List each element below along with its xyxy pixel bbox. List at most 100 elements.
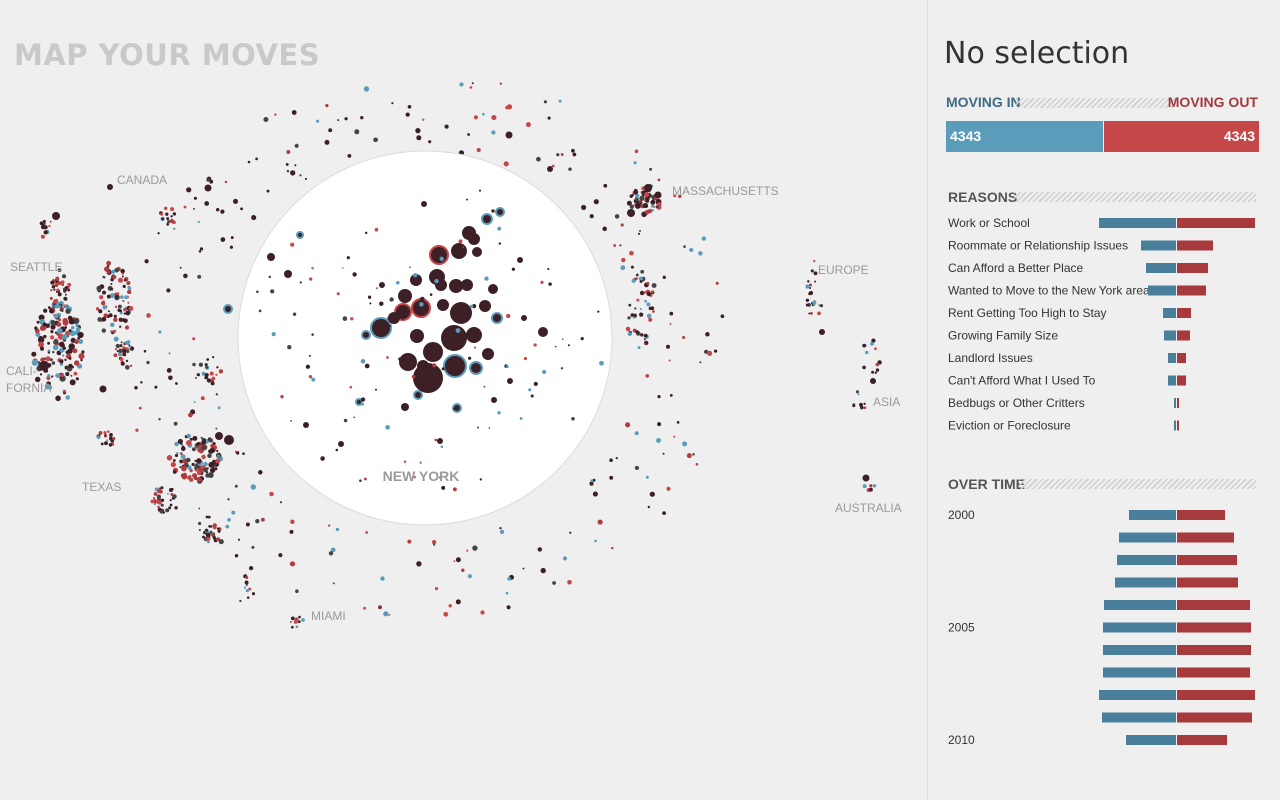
move-dot[interactable] bbox=[113, 317, 118, 322]
move-dot[interactable] bbox=[187, 465, 192, 470]
move-dot[interactable] bbox=[634, 197, 639, 202]
move-dot[interactable] bbox=[176, 451, 179, 455]
move-dot[interactable] bbox=[363, 477, 367, 481]
move-dot[interactable] bbox=[243, 586, 247, 589]
year-bar-in[interactable] bbox=[1104, 600, 1176, 610]
move-dot[interactable] bbox=[522, 567, 525, 570]
move-dot[interactable] bbox=[810, 269, 814, 273]
move-dot[interactable] bbox=[170, 493, 174, 496]
move-dot[interactable] bbox=[96, 286, 102, 292]
move-dot[interactable] bbox=[857, 393, 860, 396]
move-dot[interactable] bbox=[868, 487, 873, 492]
move-dot[interactable] bbox=[294, 164, 297, 167]
move-dot[interactable] bbox=[55, 276, 60, 281]
move-dot[interactable] bbox=[458, 239, 463, 244]
move-dot[interactable] bbox=[871, 370, 875, 374]
move-dot[interactable] bbox=[650, 199, 656, 205]
move-dot[interactable] bbox=[174, 506, 178, 510]
region-label-california-2[interactable]: FORNIA bbox=[6, 381, 51, 395]
move-dot[interactable] bbox=[174, 441, 179, 447]
move-dot[interactable] bbox=[279, 501, 283, 504]
move-dot[interactable] bbox=[701, 236, 706, 241]
move-dot[interactable] bbox=[127, 301, 130, 304]
move-dot[interactable] bbox=[676, 421, 680, 424]
move-dot[interactable] bbox=[191, 447, 196, 452]
move-dot[interactable] bbox=[196, 476, 202, 482]
move-dot[interactable] bbox=[267, 253, 275, 261]
move-dot[interactable] bbox=[224, 435, 234, 445]
move-dot[interactable] bbox=[637, 346, 641, 350]
move-dot[interactable] bbox=[350, 317, 354, 321]
move-dot[interactable] bbox=[467, 133, 471, 136]
move-dot[interactable] bbox=[154, 385, 158, 389]
move-dot[interactable] bbox=[648, 306, 653, 311]
move-dot[interactable] bbox=[639, 290, 645, 296]
move-dot[interactable] bbox=[634, 465, 639, 470]
move-dot[interactable] bbox=[31, 359, 39, 366]
move-dot[interactable] bbox=[201, 445, 207, 451]
move-dot[interactable] bbox=[110, 322, 115, 328]
move-dot[interactable] bbox=[594, 539, 597, 543]
move-dot[interactable] bbox=[52, 344, 59, 351]
move-dot[interactable] bbox=[212, 442, 216, 446]
move-dot[interactable] bbox=[39, 221, 44, 226]
move-dot[interactable] bbox=[649, 167, 653, 171]
move-dot[interactable] bbox=[58, 318, 62, 322]
move-dot[interactable] bbox=[208, 461, 215, 468]
move-dot[interactable] bbox=[639, 200, 642, 203]
move-dot[interactable] bbox=[609, 475, 614, 480]
move-dot[interactable] bbox=[134, 386, 138, 390]
move-dot[interactable] bbox=[517, 257, 523, 263]
move-dot[interactable] bbox=[295, 625, 299, 628]
move-dot[interactable] bbox=[198, 362, 204, 367]
move-dot[interactable] bbox=[201, 454, 206, 460]
move-dot[interactable] bbox=[449, 279, 463, 293]
move-dot[interactable] bbox=[96, 435, 101, 440]
move-dot[interactable] bbox=[692, 453, 695, 456]
move-dot[interactable] bbox=[183, 273, 188, 279]
move-dot[interactable] bbox=[650, 194, 653, 198]
move-dot[interactable] bbox=[114, 305, 118, 309]
move-dot[interactable] bbox=[469, 86, 473, 89]
reason-bar-out[interactable] bbox=[1177, 218, 1255, 228]
region-label-california-1[interactable]: CALI- bbox=[6, 364, 37, 378]
move-dot[interactable] bbox=[869, 484, 873, 488]
move-dot[interactable] bbox=[359, 479, 362, 483]
move-dot[interactable] bbox=[157, 505, 160, 509]
move-dot[interactable] bbox=[215, 432, 223, 440]
reason-bar-in[interactable] bbox=[1174, 420, 1176, 431]
move-dot[interactable] bbox=[39, 325, 46, 331]
move-dot[interactable] bbox=[365, 531, 368, 534]
move-dot[interactable] bbox=[239, 599, 242, 603]
move-dot[interactable] bbox=[439, 476, 442, 479]
move-dot[interactable] bbox=[859, 402, 863, 407]
move-dot[interactable] bbox=[62, 317, 68, 324]
move-dot[interactable] bbox=[507, 378, 513, 384]
move-dot[interactable] bbox=[634, 149, 639, 154]
move-dot[interactable] bbox=[220, 237, 226, 242]
move-dot[interactable] bbox=[75, 327, 81, 332]
move-dot[interactable] bbox=[102, 290, 106, 295]
move-dot[interactable] bbox=[643, 338, 646, 341]
move-dot[interactable] bbox=[335, 527, 340, 532]
move-dot[interactable] bbox=[106, 260, 112, 266]
move-dot[interactable] bbox=[479, 300, 491, 312]
move-dot[interactable] bbox=[400, 315, 405, 320]
move-dot[interactable] bbox=[558, 99, 562, 103]
move-dot[interactable] bbox=[599, 360, 604, 366]
move-dot[interactable] bbox=[118, 304, 122, 308]
move-dot[interactable] bbox=[619, 244, 622, 247]
move-dot[interactable] bbox=[121, 318, 126, 322]
move-dot[interactable] bbox=[146, 313, 151, 318]
move-dot[interactable] bbox=[50, 324, 56, 330]
move-dot[interactable] bbox=[699, 361, 702, 364]
move-dot[interactable] bbox=[47, 341, 51, 345]
move-dot[interactable] bbox=[106, 294, 111, 299]
move-dot[interactable] bbox=[651, 283, 657, 288]
move-dot[interactable] bbox=[160, 212, 164, 216]
move-dot[interactable] bbox=[225, 524, 230, 529]
move-dot[interactable] bbox=[75, 377, 79, 381]
move-dot[interactable] bbox=[154, 487, 159, 492]
move-dot[interactable] bbox=[169, 503, 173, 507]
move-dot[interactable] bbox=[216, 537, 221, 542]
